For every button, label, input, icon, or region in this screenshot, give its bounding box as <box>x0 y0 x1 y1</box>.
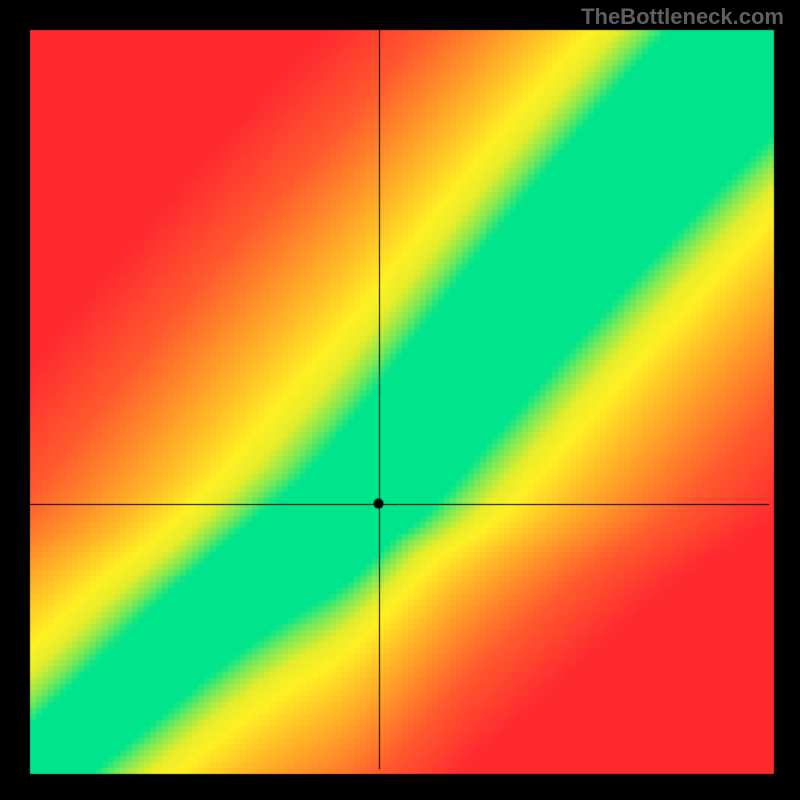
watermark-text: TheBottleneck.com <box>581 4 784 30</box>
chart-container: TheBottleneck.com <box>0 0 800 800</box>
bottleneck-heatmap <box>0 0 800 800</box>
